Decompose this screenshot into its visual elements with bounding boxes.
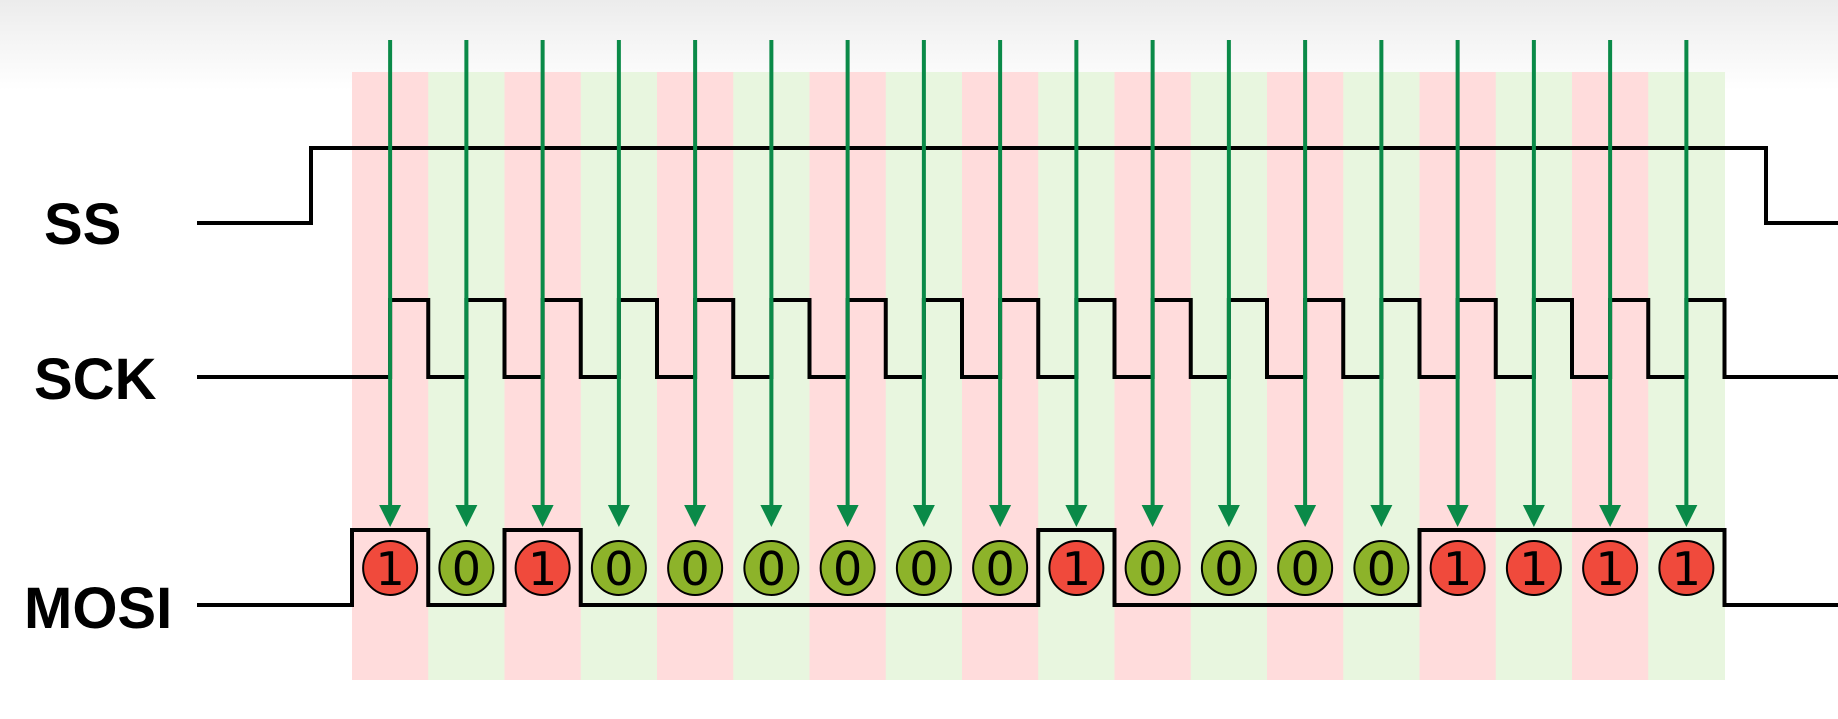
bit-circle — [667, 540, 724, 596]
bit-circle — [895, 540, 952, 596]
arrow-head — [1217, 505, 1240, 527]
bit-circle — [1353, 540, 1410, 596]
bit-circle — [1277, 540, 1334, 596]
bit-value: 0 — [1138, 542, 1167, 596]
mosi-label: MOSI — [24, 576, 172, 641]
bit-value: 0 — [1367, 542, 1396, 596]
arrow-head — [1446, 505, 1469, 527]
arrow-head — [607, 505, 630, 527]
arrow-head — [684, 505, 707, 527]
arrow-head — [989, 505, 1012, 527]
arrow-head — [1370, 505, 1393, 527]
bit-circle — [1124, 540, 1181, 596]
arrow-head — [379, 505, 402, 527]
arrow-head — [1599, 505, 1622, 527]
arrow-head — [1294, 505, 1317, 527]
bit-circle — [362, 540, 419, 596]
bit-value: 0 — [680, 542, 709, 596]
bit-value: 1 — [528, 542, 557, 596]
bit-value: 1 — [375, 542, 404, 596]
bit-circle — [514, 540, 571, 596]
arrow-head — [1675, 505, 1698, 527]
bit-circle — [1200, 540, 1257, 596]
waveforms — [197, 146, 1838, 607]
bit-value: 0 — [757, 542, 786, 596]
bit-value: 0 — [604, 542, 633, 596]
arrow-head — [531, 505, 554, 527]
ss-label: SS — [44, 192, 121, 257]
arrow-head — [1141, 505, 1164, 527]
arrow-head — [760, 505, 783, 527]
arrow-head — [836, 505, 859, 527]
bit-circle — [1048, 540, 1105, 596]
bit-value: 1 — [1519, 542, 1548, 596]
sck-waveform — [197, 298, 1838, 379]
bit-circle — [438, 540, 495, 596]
bit-circle — [1658, 540, 1715, 596]
bit-circle — [743, 540, 800, 596]
bit-value: 1 — [1443, 542, 1472, 596]
bit-circle — [819, 540, 876, 596]
bit-value: 1 — [1062, 542, 1091, 596]
arrow-head — [912, 505, 935, 527]
bit-circle — [1505, 540, 1562, 596]
sck-label: SCK — [34, 347, 157, 412]
sample-arrows — [379, 40, 1698, 527]
bit-circle — [1429, 540, 1486, 596]
arrow-head — [1522, 505, 1545, 527]
bit-value: 0 — [1214, 542, 1243, 596]
arrow-head — [455, 505, 478, 527]
bit-circle — [1582, 540, 1639, 596]
bit-value: 0 — [985, 542, 1014, 596]
bit-value: 0 — [909, 542, 938, 596]
bit-circle — [590, 540, 647, 596]
bit-value: 1 — [1595, 542, 1624, 596]
bit-value: 1 — [1672, 542, 1701, 596]
arrow-head — [1065, 505, 1088, 527]
mosi-waveform — [197, 528, 1838, 607]
bit-value: 0 — [1290, 542, 1319, 596]
ss-waveform — [197, 146, 1838, 225]
bit-value: 0 — [833, 542, 862, 596]
bit-circle — [972, 540, 1029, 596]
bit-value: 0 — [452, 542, 481, 596]
